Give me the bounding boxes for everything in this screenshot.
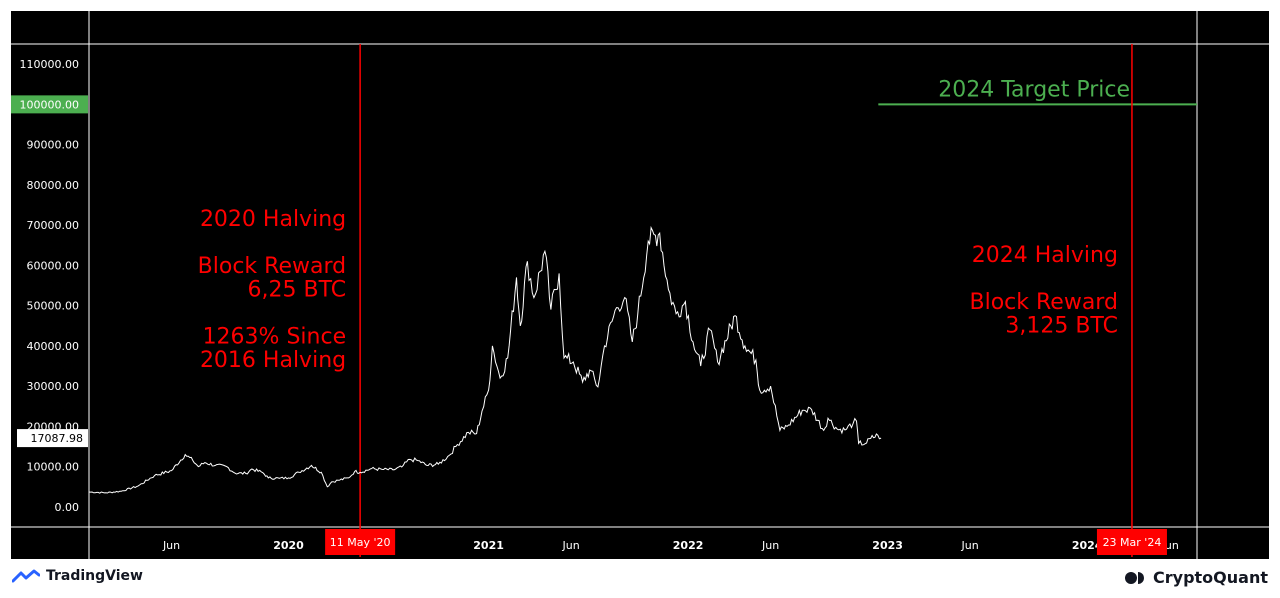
- halving-axis-badge: [1096, 529, 1167, 555]
- y-tick-label: 30000.00: [27, 380, 80, 393]
- halving-annotation-line: 6,25 BTC: [248, 278, 347, 303]
- y-tick-label: 10000.00: [27, 461, 80, 474]
- x-tick-label: 2021: [473, 539, 504, 552]
- halving-annotation-line: Block Reward: [198, 254, 346, 279]
- target-price-annotation: 2024 Target Price: [938, 77, 1130, 102]
- x-tick-label: Jun: [761, 539, 779, 552]
- x-tick-label: Jun: [162, 539, 180, 552]
- halving-annotation-line: 1263% Since: [203, 325, 347, 350]
- cryptoquant-icon: [1125, 571, 1145, 584]
- halving-annotation-line: 2024 Halving: [972, 243, 1118, 268]
- y-tick-label: 0.00: [55, 501, 80, 514]
- x-tick-label: Jun: [961, 539, 979, 552]
- price-series-line: [88, 225, 882, 494]
- y-tick-label: 70000.00: [27, 219, 80, 232]
- x-tick-label: 2020: [273, 539, 304, 552]
- y-tick-label: 80000.00: [27, 179, 80, 192]
- y-tick-label: 50000.00: [27, 300, 80, 313]
- last-price-label: 17087.98: [31, 432, 84, 445]
- x-tick-label: 2024: [1072, 539, 1103, 552]
- halving-annotation-line: 2020 Halving: [200, 207, 346, 232]
- y-tick-label: 90000.00: [27, 139, 80, 152]
- halving-axis-badge: [325, 529, 396, 555]
- tradingview-logo[interactable]: TradingView: [12, 568, 143, 584]
- halving-axis-label: 23 Mar '24: [1103, 536, 1162, 549]
- halving-annotation-line: 2016 Halving: [200, 348, 346, 373]
- halving-annotation-line: 3,125 BTC: [1005, 314, 1118, 339]
- target-price-axis-label: 100000.00: [20, 98, 80, 111]
- y-tick-label: 60000.00: [27, 259, 80, 272]
- target-price-axis-badge: [11, 95, 88, 114]
- cryptoquant-label: CryptoQuant: [1153, 568, 1268, 587]
- tradingview-label: TradingView: [46, 568, 143, 584]
- y-tick-label: 40000.00: [27, 340, 80, 353]
- tradingview-icon: [12, 569, 40, 583]
- x-tick-label: Jun: [562, 539, 580, 552]
- chart-frame: 0.00 10000.00 20000.00 30000.00 40000.00 5000…: [11, 11, 1269, 559]
- halving-annotation-line: Block Reward: [970, 290, 1118, 315]
- x-tick-label: 2023: [872, 539, 903, 552]
- cryptoquant-logo[interactable]: CryptoQuant: [1125, 568, 1268, 587]
- y-tick-label: 110000.00: [20, 58, 80, 71]
- x-tick-label: 2022: [673, 539, 704, 552]
- halving-axis-label: 11 May '20: [330, 536, 391, 549]
- price-chart: 0.0010000.0020000.0030000.0040000.005000…: [11, 11, 1269, 559]
- last-price-badge: [17, 429, 88, 448]
